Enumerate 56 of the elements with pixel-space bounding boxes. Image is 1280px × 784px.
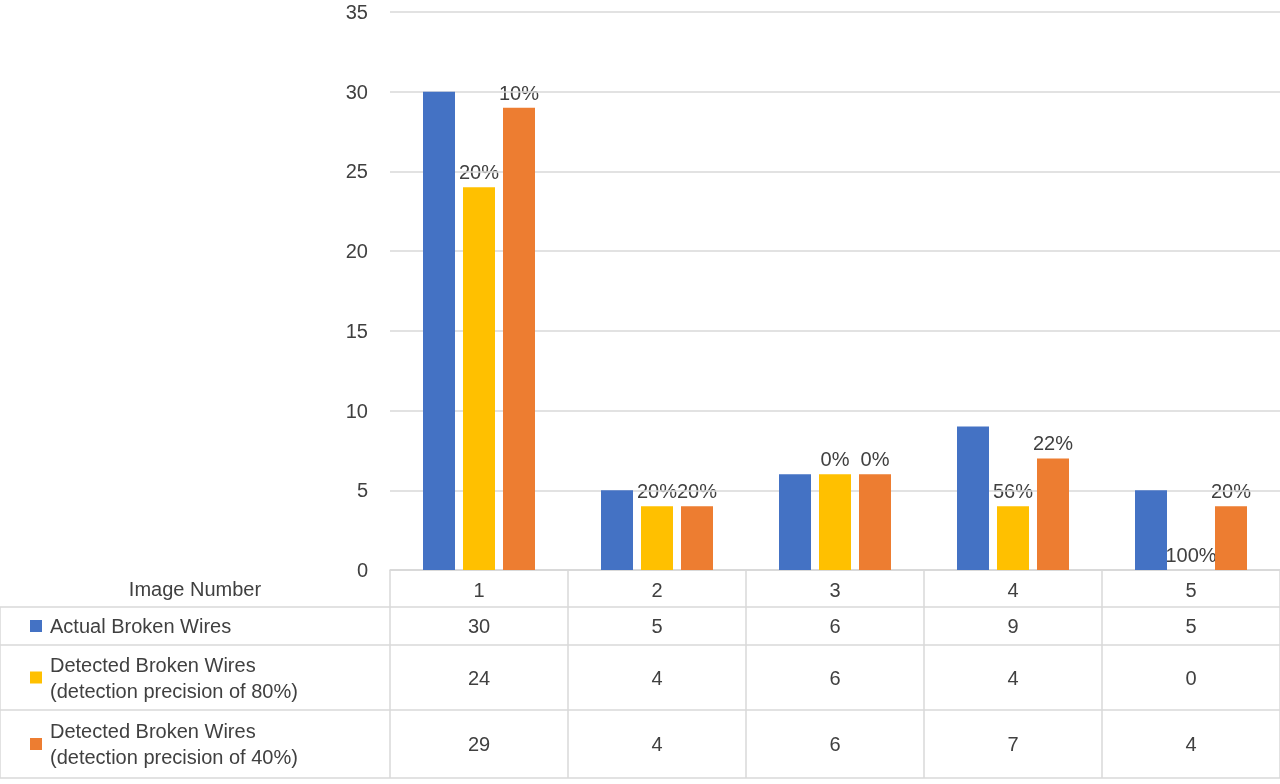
legend-label: Detected Broken Wires (detection precision of 80%) — [50, 653, 298, 702]
x-tick-label: 5 — [1185, 579, 1197, 601]
bar — [601, 490, 633, 570]
y-tick-label: 35 — [345, 1, 368, 23]
y-tick-label: 20 — [345, 240, 368, 263]
bar — [957, 426, 989, 570]
bar — [463, 187, 495, 570]
data-label: 24 — [467, 666, 491, 689]
data-label: 6 — [829, 666, 841, 689]
data-label: 0 — [1185, 666, 1197, 689]
bar — [641, 506, 673, 570]
annotation: 100% — [1165, 544, 1217, 566]
annotation: 20% — [676, 480, 718, 503]
y-tick-label: 5 — [356, 479, 368, 502]
bar — [681, 506, 713, 570]
data-label: 9 — [1007, 615, 1019, 637]
annotation: 20% — [1210, 480, 1252, 503]
x-tick-label: 1 — [473, 579, 485, 601]
y-tick-label: 0 — [356, 559, 368, 581]
x-axis-title: Image Number — [128, 577, 262, 600]
data-label: 29 — [467, 733, 491, 755]
x-tick-label: 4 — [1007, 579, 1019, 601]
bar — [859, 474, 891, 570]
annotation: 0% — [860, 448, 890, 471]
data-label: 4 — [651, 666, 663, 689]
legend-label: Detected Broken Wires (detection precision of 40%) — [50, 720, 298, 768]
data-label: 30 — [467, 615, 491, 637]
bar — [423, 91, 455, 570]
data-label: 6 — [829, 615, 841, 637]
annotation: 0% — [820, 448, 850, 471]
bar — [997, 506, 1029, 570]
annotation: 22% — [1032, 432, 1074, 455]
annotation: 20% — [458, 161, 500, 184]
bar — [1135, 490, 1167, 570]
bar — [1037, 458, 1069, 570]
annotation: 10% — [498, 81, 540, 104]
data-label: 5 — [1185, 615, 1197, 637]
y-tick-label: 30 — [345, 80, 368, 103]
bar — [819, 474, 851, 570]
y-tick-label: 25 — [345, 160, 368, 183]
data-label: 4 — [1007, 666, 1019, 689]
x-tick-label: 3 — [829, 579, 841, 601]
data-label: 4 — [1185, 733, 1197, 755]
legend-label: Actual Broken Wires — [50, 615, 232, 637]
x-tick-label: 2 — [651, 579, 663, 601]
bar — [503, 107, 535, 570]
y-tick-label: 15 — [345, 319, 368, 342]
data-label: 4 — [651, 733, 663, 755]
bar — [1215, 506, 1247, 570]
bar — [779, 474, 811, 570]
data-label: 6 — [829, 733, 841, 755]
annotation: 20% — [636, 480, 678, 503]
data-label: 7 — [1007, 733, 1019, 755]
annotation: 56% — [992, 480, 1034, 503]
y-tick-label: 10 — [345, 399, 368, 422]
data-label: 5 — [651, 615, 663, 637]
